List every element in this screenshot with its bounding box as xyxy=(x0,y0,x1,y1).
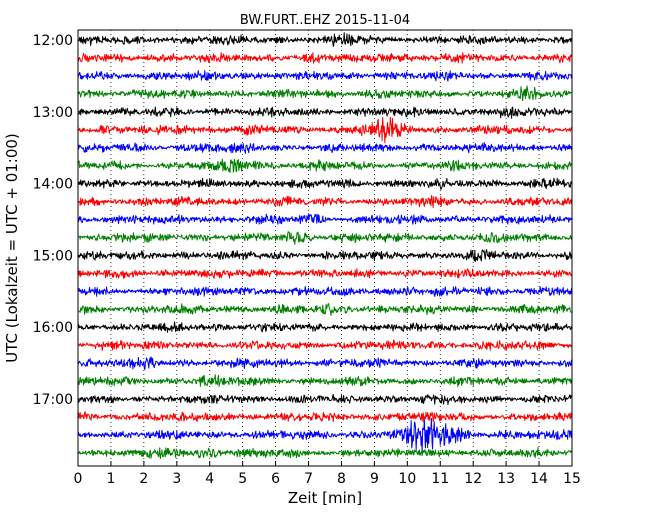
trace-1545 xyxy=(77,303,573,316)
y-axis-ticks: 12:00 13:00 14:00 15:00 16:00 17:00 xyxy=(33,33,83,408)
trace-1330 xyxy=(77,141,573,154)
trace-1515 xyxy=(77,268,573,279)
trace-1600 xyxy=(77,321,573,333)
trace-1345 xyxy=(77,158,573,174)
trace-1315 xyxy=(77,116,573,144)
y-tick-label: 15:00 xyxy=(33,248,73,264)
trace-1615 xyxy=(77,339,573,351)
x-tick-label: 3 xyxy=(172,471,181,487)
x-axis-ticks: 0 1 2 3 4 5 6 7 8 9 10 11 12 13 14 15 xyxy=(74,461,581,487)
vertical-grid xyxy=(110,30,540,466)
trace-1415 xyxy=(77,195,573,209)
x-tick-label: 5 xyxy=(238,471,247,487)
y-tick-label: 17:00 xyxy=(33,392,73,408)
trace-1245 xyxy=(77,85,573,102)
trace-1215 xyxy=(77,52,573,64)
x-tick-label: 6 xyxy=(271,471,280,487)
trace-1400 xyxy=(77,177,573,190)
trace-1200 xyxy=(77,32,573,47)
plot-frame xyxy=(77,29,573,467)
x-tick-label: 14 xyxy=(530,471,548,487)
x-tick-label: 8 xyxy=(337,471,346,487)
x-tick-label: 13 xyxy=(497,471,515,487)
trace-1630 xyxy=(77,356,573,370)
trace-1730 xyxy=(77,417,573,453)
trace-1700 xyxy=(77,394,573,406)
x-axis-label: Zeit [min] xyxy=(288,489,362,507)
trace-1645 xyxy=(77,374,573,388)
y-tick-label: 14:00 xyxy=(33,177,73,193)
y-tick-label: 16:00 xyxy=(33,320,73,336)
x-tick-label: 15 xyxy=(563,471,581,487)
y-axis-label: UTC (Lokalzeit = UTC + 01:00) xyxy=(3,133,21,363)
x-tick-label: 11 xyxy=(431,471,449,487)
trace-1445 xyxy=(77,231,573,245)
trace-1530 xyxy=(77,286,573,297)
trace-1230 xyxy=(77,70,573,82)
x-tick-label: 1 xyxy=(106,471,115,487)
x-tick-label: 12 xyxy=(464,471,482,487)
trace-1715 xyxy=(77,411,573,423)
y-tick-label: 13:00 xyxy=(33,105,73,121)
x-tick-label: 7 xyxy=(304,471,313,487)
x-tick-label: 9 xyxy=(370,471,379,487)
trace-group xyxy=(77,32,573,460)
x-tick-label: 2 xyxy=(139,471,148,487)
trace-1500 xyxy=(77,249,573,262)
trace-1745 xyxy=(77,447,573,460)
x-tick-label: 10 xyxy=(398,471,416,487)
trace-1430 xyxy=(77,213,573,225)
y-tick-label: 12:00 xyxy=(33,33,73,49)
chart-title: BW.FURT..EHZ 2015-11-04 xyxy=(240,13,410,28)
trace-1300 xyxy=(77,106,573,119)
x-tick-label: 4 xyxy=(205,471,214,487)
x-tick-label: 0 xyxy=(74,471,83,487)
